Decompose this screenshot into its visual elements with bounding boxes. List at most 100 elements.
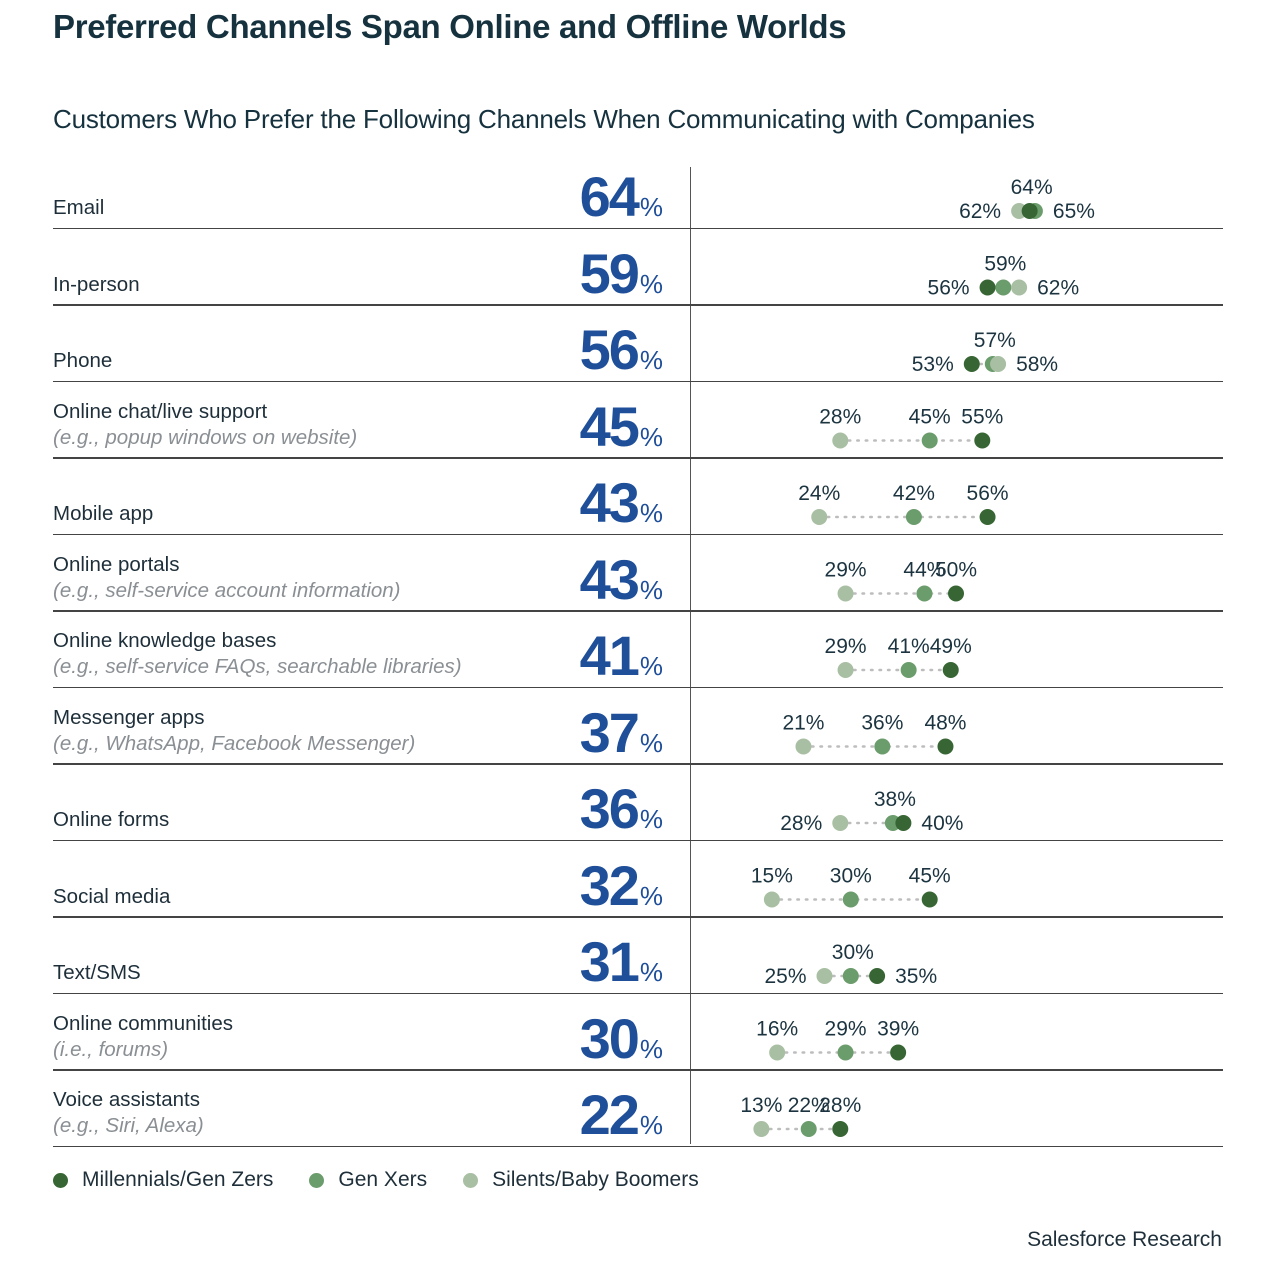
channel-name: Online forms <box>53 808 170 831</box>
column-divider <box>690 167 691 1144</box>
channel-label: Online portals (e.g., self-service accoun… <box>53 552 401 604</box>
percent-sign: % <box>639 268 663 299</box>
channel-label: Online communities (i.e., forums) <box>53 1011 233 1063</box>
table-row: In-person 59% <box>53 230 1223 306</box>
channel-label: Email <box>53 195 104 221</box>
total-value: 64 <box>579 165 640 228</box>
row-divider <box>53 1145 1223 1147</box>
total-value: 43 <box>579 471 640 534</box>
channel-example: (i.e., forums) <box>53 1037 169 1061</box>
total-percentage: 32% <box>580 857 663 914</box>
legend-dot-silents <box>463 1172 479 1188</box>
channel-example: (e.g., WhatsApp, Facebook Messenger) <box>53 731 416 755</box>
table-row: Social media 32% <box>53 842 1223 918</box>
channel-name: Text/SMS <box>53 961 141 984</box>
table-row: Voice assistants (e.g., Siri, Alexa) 22% <box>53 1071 1223 1147</box>
row-divider <box>53 380 1223 382</box>
total-percentage: 64% <box>580 169 663 225</box>
total-value: 31 <box>579 930 640 993</box>
total-percentage: 43% <box>580 551 663 608</box>
channel-label: Messenger apps (e.g., WhatsApp, Facebook … <box>53 705 415 757</box>
table-row: Online portals (e.g., self-service accoun… <box>53 536 1223 612</box>
legend-dot-genx <box>309 1172 325 1188</box>
row-divider <box>53 533 1223 535</box>
total-value: 45 <box>579 394 640 458</box>
table-row: Phone 56% <box>53 306 1223 382</box>
table-row: Email 64% <box>53 153 1223 229</box>
total-percentage: 37% <box>580 704 663 761</box>
page-title: Preferred Channels Span Online and Offli… <box>53 8 847 45</box>
total-percentage: 36% <box>580 781 663 837</box>
total-percentage: 59% <box>580 245 663 302</box>
channel-label: Phone <box>53 348 112 374</box>
percent-sign: % <box>639 498 663 528</box>
percent-sign: % <box>639 1110 663 1140</box>
row-divider <box>53 992 1223 994</box>
total-value: 22 <box>579 1083 640 1146</box>
total-percentage: 56% <box>580 322 663 378</box>
channel-example: (e.g., self-service FAQs, searchable lib… <box>53 655 462 678</box>
channel-label: Online forms <box>53 807 169 833</box>
total-value: 36 <box>579 777 640 840</box>
row-divider <box>53 304 1223 306</box>
total-percentage: 41% <box>580 628 663 684</box>
row-divider <box>53 916 1223 918</box>
channel-label: Text/SMS <box>53 960 141 986</box>
channel-label: In-person <box>53 272 140 298</box>
legend-dot-millennials <box>53 1172 68 1188</box>
channel-name: Phone <box>53 349 113 372</box>
percent-sign: % <box>639 804 663 834</box>
row-divider <box>53 839 1223 841</box>
legend-item-silents: Silents/Baby Boomers <box>463 1168 699 1192</box>
channel-example: (e.g., self-service account information) <box>53 578 401 602</box>
legend: Millennials/Gen Zers Gen Xers Silents/Ba… <box>53 1168 735 1192</box>
percent-sign: % <box>639 1033 663 1064</box>
channel-name: Online knowledge bases <box>53 629 277 652</box>
table-row: Text/SMS 31% <box>53 918 1223 994</box>
channel-label: Online knowledge bases (e.g., self-servic… <box>53 628 462 680</box>
legend-item-millennials: Millennials/Gen Zers <box>53 1168 273 1192</box>
table-row: Online communities (i.e., forums) 30% <box>53 995 1223 1071</box>
percent-sign: % <box>639 880 663 911</box>
percent-sign: % <box>639 574 663 605</box>
row-divider <box>53 1069 1223 1071</box>
total-value: 41 <box>579 624 640 687</box>
total-percentage: 31% <box>580 934 663 990</box>
channel-name: In-person <box>53 272 140 296</box>
channel-name: Messenger apps <box>53 705 205 729</box>
channel-name: Voice assistants <box>53 1088 200 1111</box>
channel-label: Voice assistants (e.g., Siri, Alexa) <box>53 1087 204 1139</box>
total-percentage: 43% <box>580 475 663 531</box>
total-percentage: 22% <box>580 1087 663 1143</box>
table-row: Online forms 36% <box>53 765 1223 841</box>
legend-label: Gen Xers <box>338 1168 428 1191</box>
channel-label: Social media <box>53 884 170 910</box>
percent-sign: % <box>639 192 663 222</box>
table-row: Messenger apps (e.g., WhatsApp, Facebook … <box>53 689 1223 765</box>
legend-label: Silents/Baby Boomers <box>492 1168 699 1191</box>
channel-name: Online communities <box>53 1011 234 1035</box>
percent-sign: % <box>639 421 663 452</box>
channel-example: (e.g., Siri, Alexa) <box>53 1114 204 1137</box>
total-percentage: 45% <box>580 398 663 455</box>
table-row: Online knowledge bases (e.g., self-servic… <box>53 612 1223 688</box>
table-row: Online chat/live support (e.g., popup win… <box>53 383 1223 459</box>
percent-sign: % <box>639 957 663 987</box>
percent-sign: % <box>639 727 663 758</box>
chart-subtitle: Customers Who Prefer the Following Chann… <box>53 104 1035 134</box>
total-value: 32 <box>579 853 640 917</box>
percent-sign: % <box>639 651 663 681</box>
row-divider <box>53 763 1223 765</box>
table-row: Mobile app 43% <box>53 459 1223 535</box>
legend-item-genx: Gen Xers <box>309 1168 427 1192</box>
row-divider <box>53 227 1223 229</box>
total-value: 59 <box>579 241 640 305</box>
legend-label: Millennials/Gen Zers <box>82 1168 274 1191</box>
percent-sign: % <box>639 345 663 375</box>
row-divider <box>53 610 1223 612</box>
total-value: 37 <box>579 700 640 764</box>
channel-name: Mobile app <box>53 502 154 525</box>
channel-label: Mobile app <box>53 501 153 527</box>
channel-name: Social media <box>53 884 171 908</box>
channel-label: Online chat/live support (e.g., popup win… <box>53 399 357 451</box>
